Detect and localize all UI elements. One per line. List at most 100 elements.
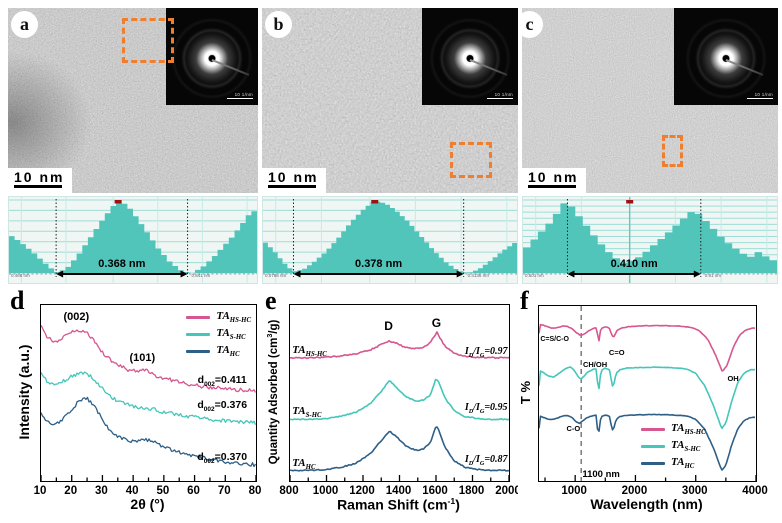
- spacing-value-label: 0.410 nm: [611, 258, 658, 270]
- tem-panel-c: c 10 1/nm 10 nm: [522, 8, 778, 193]
- scale-bar-label: 10 nm: [528, 169, 579, 185]
- panel-label-a: a: [11, 11, 38, 38]
- x-tick-label: 1000: [561, 485, 587, 497]
- series-curve: [290, 331, 509, 360]
- saed-scale-bar: 10 1/nm: [487, 92, 513, 99]
- xrd-plot-area: (002) (101) d002=0.411 d002=0.376 d002=0.370…: [40, 304, 257, 482]
- legend: TAHS-HC TAS-HC TAHC: [640, 422, 706, 471]
- lattice-profile-a: 0.368 nm 0.468 nm 0.841 nm: [8, 196, 258, 284]
- roi-box: [122, 18, 174, 63]
- lattice-profile-b: 0.378 nm 0.0786 nm 0.4136 nm: [262, 196, 518, 284]
- legend-label: TAHC: [216, 344, 240, 359]
- annotation: OH: [727, 374, 739, 384]
- x-tick-label: 80: [248, 485, 262, 497]
- legend-swatch: [186, 315, 211, 319]
- raman-panel: e Quantity Adsorbed (cm3/g) D G TAHS-HC TAS…: [263, 286, 521, 523]
- legend-swatch: [640, 461, 665, 465]
- x-axis-label: Raman Shift (cm-1): [337, 496, 460, 513]
- legend-label: TAHC: [670, 456, 695, 471]
- series-curve: [539, 413, 756, 471]
- panel-label-f: f: [520, 286, 529, 315]
- legend-entry: TAHC: [186, 344, 251, 359]
- y-axis-label: Intensity (a.u.): [16, 344, 32, 440]
- tem-panel-a: a 10 1/nm 10 nm: [8, 8, 258, 193]
- annotation: d002=0.376: [197, 399, 248, 414]
- x-tick-label: 30: [95, 485, 108, 497]
- x-tick-label: 70: [217, 485, 231, 497]
- saed-inset: 10 1/nm: [674, 8, 778, 105]
- saed-scale-bar: 10 1/nm: [747, 92, 773, 99]
- legend-swatch: [640, 427, 665, 431]
- right-cursor-readout: 0.4136 nm: [468, 273, 490, 278]
- peak-marker: [114, 200, 122, 204]
- x-tick-label: 20: [64, 485, 78, 497]
- scale-bar-label: 10 nm: [14, 169, 65, 185]
- series-curve: [539, 323, 756, 372]
- legend-swatch: [186, 332, 211, 336]
- saed-inset: 10 1/nm: [166, 8, 258, 105]
- annotation: CH/OH: [582, 359, 608, 369]
- raman-plot-area: D G TAHS-HC TAS-HC TAHC ID/IG=0.97 ID/IG=0.95 I…: [289, 304, 510, 482]
- x-tick-label: 1800: [458, 485, 485, 497]
- scale-bar: 10 nm: [8, 168, 72, 193]
- legend-entry: TAHC: [640, 456, 706, 471]
- scale-bar: 10 nm: [262, 168, 326, 193]
- x-tick-label: 1000: [312, 485, 339, 497]
- legend-label: TAHS-HC: [216, 310, 251, 325]
- annotation: ID/IG=0.97: [464, 345, 508, 359]
- saed-scale-bar: 10 1/nm: [227, 92, 253, 99]
- roi-box: [662, 135, 683, 167]
- legend: TAHS-HC TAS-HC TAHC: [186, 310, 251, 359]
- x-tick-label: 50: [156, 485, 170, 497]
- annotation: C-O: [566, 424, 581, 434]
- y-axis-label: T %: [518, 380, 533, 405]
- x-tick-label: 3000: [681, 485, 708, 497]
- intensity-profile-trace: [523, 203, 777, 273]
- legend-swatch: [640, 444, 665, 448]
- right-cursor-readout: 0.91 nm: [705, 273, 722, 278]
- x-tick-label: 1600: [422, 485, 448, 497]
- annotation: G: [431, 315, 442, 330]
- peak-marker: [626, 200, 634, 204]
- annotation: TAS-HC: [292, 404, 322, 419]
- panel-label-d: d: [10, 286, 25, 315]
- x-axis-label: Wavelength (nm): [590, 496, 703, 512]
- legend-entry: TAHS-HC: [186, 310, 251, 324]
- lattice-profile-c: 0.410 nm 0.501 nm 0.91 nm: [522, 196, 778, 284]
- x-tick-label: 10: [33, 485, 47, 497]
- annotation: (002): [63, 311, 90, 324]
- legend-entry: TAHS-HC: [640, 422, 706, 436]
- roi-box: [450, 142, 492, 178]
- spacing-value-label: 0.378 nm: [355, 258, 402, 270]
- x-tick-label: 2000: [621, 485, 648, 497]
- panel-label-e: e: [265, 286, 277, 315]
- x-tick-label: 800: [279, 485, 299, 497]
- annotation: D: [384, 319, 393, 334]
- series-curve: [41, 371, 256, 425]
- series-curve: [41, 396, 256, 468]
- intensity-profile-trace: [263, 201, 517, 273]
- diffraction-pattern: [166, 8, 258, 105]
- x-tick-label: 60: [187, 485, 200, 497]
- x-axis-label: 2θ (°): [130, 496, 165, 512]
- diffraction-pattern: [674, 8, 778, 105]
- legend-entry: TAS-HC: [186, 327, 251, 341]
- legend-entry: TAS-HC: [640, 439, 706, 453]
- x-tick-label: 40: [125, 485, 139, 497]
- x-tick-label: 4000: [742, 485, 768, 497]
- series-curve: [41, 324, 256, 393]
- xrd-panel: d Intensity (a.u.) (002) (101) d002=0.411 d…: [8, 286, 263, 523]
- panel-label-c: c: [522, 11, 543, 38]
- annotation: (101): [129, 351, 156, 364]
- annotation: TAHS-HC: [292, 343, 327, 359]
- y-axis-label: Quantity Adsorbed (cm3/g): [266, 319, 280, 465]
- annotation: ID/IG=0.95: [464, 401, 508, 415]
- annotation: d002=0.370: [197, 451, 248, 466]
- annotation: C=O: [608, 348, 625, 358]
- ftir-plot-area: C=S/C-O CH/OH C=O OH C-O 1100 nm TAHS-HC TAS-HC…: [538, 305, 757, 482]
- scale-bar: 10 nm: [522, 168, 586, 193]
- saed-inset: 10 1/nm: [422, 8, 518, 105]
- x-tick-label: 1200: [349, 485, 375, 497]
- legend-label: TAS-HC: [216, 327, 246, 342]
- left-cursor-readout: 0.0786 nm: [265, 273, 287, 278]
